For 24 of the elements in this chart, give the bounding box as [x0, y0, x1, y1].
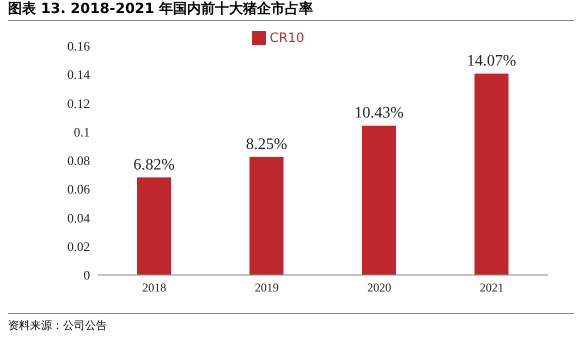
data-label: 6.82%: [133, 156, 175, 174]
data-label: 8.25%: [246, 136, 288, 153]
x-tick-label: 2019: [254, 280, 279, 295]
x-tick-label: 2020: [367, 280, 392, 295]
y-tick-label: 0: [84, 268, 90, 283]
legend-label: CR10: [270, 31, 304, 46]
data-label: 14.07%: [466, 52, 516, 70]
y-tick-label: 0.02: [67, 238, 90, 254]
y-tick-label: 0.08: [67, 153, 90, 168]
bar: [137, 177, 171, 275]
bar: [250, 156, 284, 275]
bar: [362, 126, 396, 275]
y-tick-label: 0.14: [67, 67, 90, 82]
data-label: 10.43%: [354, 104, 404, 122]
y-tick-label: 0.1: [74, 124, 90, 140]
y-tick-label: 0.12: [67, 96, 90, 111]
y-tick-label: 0.04: [67, 210, 90, 226]
chart-title: 图表 13. 2018-2021 年国内前十大猪企市占率: [8, 0, 574, 21]
bar: [474, 74, 508, 275]
x-tick-label: 2021: [480, 280, 504, 295]
text: 资料来源：公司公告: [8, 318, 108, 333]
y-tick-label: 0.06: [67, 182, 90, 197]
x-tick-label: 2018: [142, 280, 166, 295]
y-tick-label: 0.16: [67, 38, 90, 54]
